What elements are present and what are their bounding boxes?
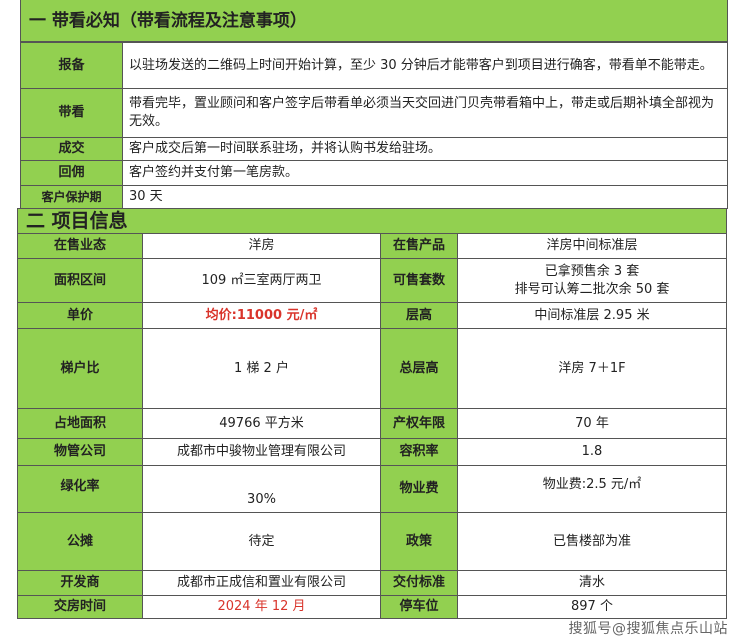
value: 已售楼部为准 <box>457 512 727 571</box>
label: 开发商 <box>17 570 143 596</box>
value: 成都市正成信和置业有限公司 <box>142 570 381 596</box>
value: 清水 <box>457 570 727 596</box>
table-row: 绿化率 30% 物业费 物业费:2.5 元/㎡ <box>17 465 727 513</box>
table-row: 成交 客户成交后第一时间联系驻场，并将认购书发给驻场。 <box>20 137 728 161</box>
label: 面积区间 <box>17 258 143 303</box>
viewing-rules-table: 报备 以驻场发送的二维码上时间开始计算，至少 30 分钟后才能带客户到项目进行确… <box>20 42 728 209</box>
row-value: 客户签约并支付第一笔房款。 <box>122 160 728 186</box>
row-label: 成交 <box>20 137 123 161</box>
value: 70 年 <box>457 408 727 439</box>
value: 1.8 <box>457 438 727 466</box>
table-row: 公摊 待定 政策 已售楼部为准 <box>17 512 727 571</box>
label: 政策 <box>380 512 458 571</box>
label: 绿化率 <box>17 465 143 513</box>
value: 1 梯 2 户 <box>142 328 381 409</box>
label: 交房时间 <box>17 595 143 619</box>
label: 公摊 <box>17 512 143 571</box>
value: 已拿预售余 3 套排号可认筹二批次余 50 套 <box>457 258 727 303</box>
row-label: 报备 <box>20 42 123 89</box>
table-row: 报备 以驻场发送的二维码上时间开始计算，至少 30 分钟后才能带客户到项目进行确… <box>20 42 728 89</box>
label: 交付标准 <box>380 570 458 596</box>
row-value: 30 天 <box>122 185 728 209</box>
table-row: 单价 均价:11000 元/㎡ 层高 中间标准层 2.95 米 <box>17 302 727 329</box>
delivery-date-value: 2024 年 12 月 <box>142 595 381 619</box>
value: 洋房 7＋1F <box>457 328 727 409</box>
row-value: 客户成交后第一时间联系驻场，并将认购书发给驻场。 <box>122 137 728 161</box>
label: 占地面积 <box>17 408 143 439</box>
label: 物业费 <box>380 465 458 513</box>
value-line-2: 排号可认筹二批次余 50 套 <box>514 281 670 297</box>
value: 洋房 <box>142 233 381 259</box>
table-row: 梯户比 1 梯 2 户 总层高 洋房 7＋1F <box>17 328 727 409</box>
label: 容积率 <box>380 438 458 466</box>
value-line-1: 已拿预售余 3 套 <box>544 263 640 279</box>
section1-title: 一 带看必知（带看流程及注意事项） <box>20 0 728 42</box>
value: 109 ㎡三室两厅两卫 <box>142 258 381 303</box>
label: 总层高 <box>380 328 458 409</box>
value: 物业费:2.5 元/㎡ <box>457 465 727 513</box>
value: 成都市中骏物业管理有限公司 <box>142 438 381 466</box>
row-label: 带看 <box>20 88 123 138</box>
label: 在售业态 <box>17 233 143 259</box>
label: 单价 <box>17 302 143 329</box>
table-row: 客户保护期 30 天 <box>20 185 728 209</box>
value: 897 个 <box>457 595 727 619</box>
label: 层高 <box>380 302 458 329</box>
section2-title: 二 项目信息 <box>17 208 727 234</box>
label: 产权年限 <box>380 408 458 439</box>
row-value: 以驻场发送的二维码上时间开始计算，至少 30 分钟后才能带客户到项目进行确客，带… <box>122 42 728 89</box>
value: 中间标准层 2.95 米 <box>457 302 727 329</box>
label: 梯户比 <box>17 328 143 409</box>
label: 可售套数 <box>380 258 458 303</box>
watermark: 搜狐号@搜狐焦点乐山站 <box>568 621 728 637</box>
label: 停车位 <box>380 595 458 619</box>
value: 待定 <box>142 512 381 571</box>
table-row: 占地面积 49766 平方米 产权年限 70 年 <box>17 408 727 439</box>
table-row: 面积区间 109 ㎡三室两厅两卫 可售套数 已拿预售余 3 套排号可认筹二批次余… <box>17 258 727 303</box>
table-row: 开发商 成都市正成信和置业有限公司 交付标准 清水 <box>17 570 727 596</box>
value: 30% <box>142 465 381 513</box>
label: 在售产品 <box>380 233 458 259</box>
value: 49766 平方米 <box>142 408 381 439</box>
table-row: 物管公司 成都市中骏物业管理有限公司 容积率 1.8 <box>17 438 727 466</box>
table-row: 交房时间 2024 年 12 月 停车位 897 个 <box>17 595 727 619</box>
label: 物管公司 <box>17 438 143 466</box>
row-label: 客户保护期 <box>20 185 123 209</box>
row-label: 回佣 <box>20 160 123 186</box>
value: 洋房中间标准层 <box>457 233 727 259</box>
row-value: 带看完毕，置业顾问和客户签字后带看单必须当天交回进门贝壳带看箱中上，带走或后期补… <box>122 88 728 138</box>
table-row: 回佣 客户签约并支付第一笔房款。 <box>20 160 728 186</box>
table-row: 在售业态 洋房 在售产品 洋房中间标准层 <box>17 233 727 259</box>
price-value: 均价:11000 元/㎡ <box>142 302 381 329</box>
table-row: 带看 带看完毕，置业顾问和客户签字后带看单必须当天交回进门贝壳带看箱中上，带走或… <box>20 88 728 138</box>
project-info-table: 在售业态 洋房 在售产品 洋房中间标准层 面积区间 109 ㎡三室两厅两卫 可售… <box>17 233 727 619</box>
